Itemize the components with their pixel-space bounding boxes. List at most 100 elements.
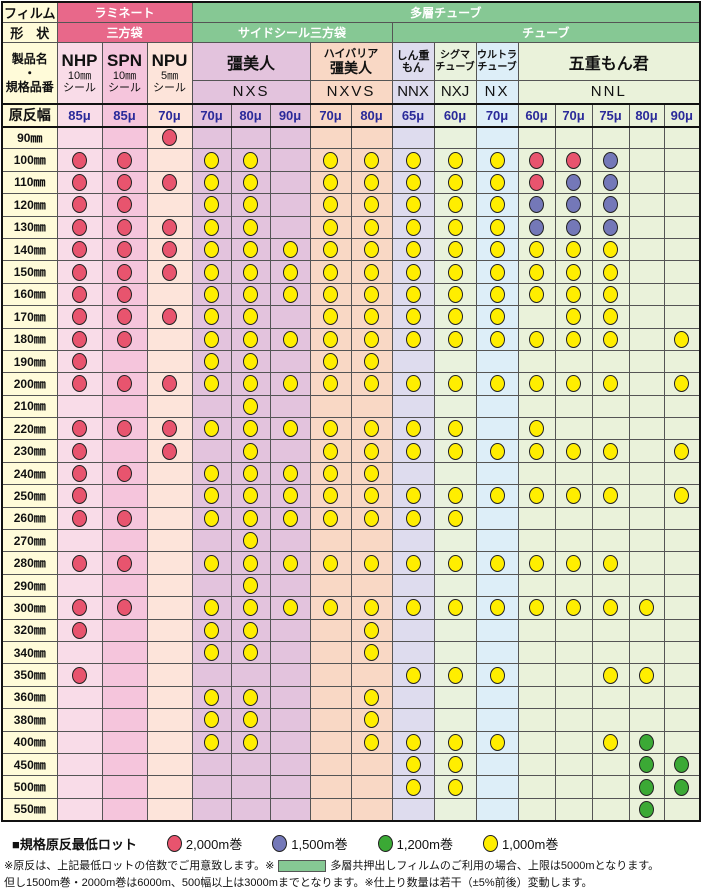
product-name: もん <box>402 61 425 74</box>
lot-cell <box>591 349 630 374</box>
lot-cell <box>517 349 556 374</box>
lot-dot-yellow <box>447 442 463 460</box>
lot-cell <box>309 775 352 799</box>
lot-cell <box>230 237 271 262</box>
lot-cell <box>309 372 352 396</box>
lot-cell <box>309 394 352 419</box>
lot-cell <box>146 305 193 329</box>
product-nnl-name: 五重もん君 <box>517 42 701 81</box>
table-row: 300㎜ <box>1 596 701 620</box>
lot-cell <box>554 461 593 486</box>
lot-cell <box>56 349 103 374</box>
lot-dot-yellow <box>323 420 339 438</box>
lot-cell <box>433 305 477 329</box>
lot-cell <box>350 663 393 687</box>
lot-dot-yellow <box>447 599 463 617</box>
lot-cell <box>591 394 630 419</box>
lot-cell <box>628 484 665 508</box>
lot-dot-yellow <box>489 196 505 214</box>
lot-cell <box>56 573 103 598</box>
laminate-header: ラミネート <box>56 1 193 23</box>
lot-dot-yellow <box>489 308 505 326</box>
lot-cell <box>230 797 271 822</box>
row-width-label: 100㎜ <box>1 148 58 172</box>
lot-dot-yellow <box>674 442 690 460</box>
lot-dot-yellow <box>529 442 545 460</box>
lot-dot-yellow <box>603 442 619 460</box>
lot-cell <box>350 730 393 754</box>
lot-cell <box>591 640 630 665</box>
lot-dot-yellow <box>603 263 619 281</box>
table-row: 170㎜ <box>1 305 701 329</box>
lot-dot-yellow <box>323 196 339 214</box>
lot-cell <box>475 327 519 351</box>
lot-cell <box>101 529 148 553</box>
lot-cell <box>191 596 232 620</box>
lot-dot-blue <box>566 196 582 214</box>
table-row: 350㎜ <box>1 663 701 687</box>
product-npu: NPU 5㎜ シール <box>146 42 193 104</box>
lot-dot-red <box>117 263 132 281</box>
product-name: SPN <box>107 51 142 71</box>
lot-cell <box>517 752 556 777</box>
lot-cell <box>269 237 311 262</box>
lot-cell <box>554 215 593 239</box>
lot-cell <box>230 125 271 150</box>
lot-cell <box>475 215 519 239</box>
product-name: 彊美人 <box>330 59 373 76</box>
lot-dot-yellow <box>243 241 259 259</box>
lot-dot-blue <box>603 196 619 214</box>
lot-cell <box>56 372 103 396</box>
lot-cell <box>554 596 593 620</box>
lot-cell <box>230 327 271 351</box>
lot-dot-yellow <box>603 375 619 393</box>
lot-cell <box>391 797 435 822</box>
lot-dot-yellow <box>243 263 259 281</box>
lot-cell <box>350 305 393 329</box>
table-row: 130㎜ <box>1 215 701 239</box>
lot-cell <box>56 506 103 531</box>
lot-cell <box>475 372 519 396</box>
lot-cell <box>269 193 311 217</box>
lot-cell <box>146 282 193 307</box>
lot-cell <box>269 640 311 665</box>
lot-cell <box>591 596 630 620</box>
lot-cell <box>269 797 311 822</box>
lot-cell <box>433 125 477 150</box>
lot-dot-yellow <box>243 375 259 393</box>
lot-dot-yellow <box>364 420 380 438</box>
lot-cell <box>554 417 593 441</box>
row-width-label: 380㎜ <box>1 708 58 732</box>
lot-dot-red <box>162 129 178 147</box>
lot-cell <box>628 170 665 195</box>
lot-dot-yellow <box>674 375 690 393</box>
lot-cell <box>475 461 519 486</box>
code-nnx: NNX <box>391 80 435 104</box>
lot-cell <box>350 260 393 284</box>
lot-dot-yellow <box>405 218 421 236</box>
lot-dot-yellow <box>282 241 298 259</box>
lot-cell <box>663 663 701 687</box>
lot-cell <box>309 327 352 351</box>
lot-dot-red <box>72 263 87 281</box>
lot-cell <box>101 327 148 351</box>
lot-dot-yellow <box>405 666 421 684</box>
lot-cell <box>230 551 271 575</box>
lot-cell <box>191 282 232 307</box>
lot-cell <box>391 125 435 150</box>
lot-cell <box>56 529 103 553</box>
note-line-1: ※原反は、上記最低ロットの倍数でご用意致します。※ 多層共押出しフィルムのご利用の… <box>4 860 659 873</box>
row-width-label: 220㎜ <box>1 417 58 441</box>
lot-cell <box>191 349 232 374</box>
lot-cell <box>433 193 477 217</box>
lot-cell <box>591 170 630 195</box>
lot-cell <box>433 394 477 419</box>
lot-dot-red <box>162 375 178 393</box>
lot-cell <box>230 730 271 754</box>
lot-cell <box>591 439 630 463</box>
lot-dot-yellow <box>243 196 259 214</box>
lot-dot-yellow <box>405 554 421 572</box>
lot-cell <box>475 484 519 508</box>
lot-dot-yellow <box>204 196 220 214</box>
lot-dot-red <box>117 375 132 393</box>
